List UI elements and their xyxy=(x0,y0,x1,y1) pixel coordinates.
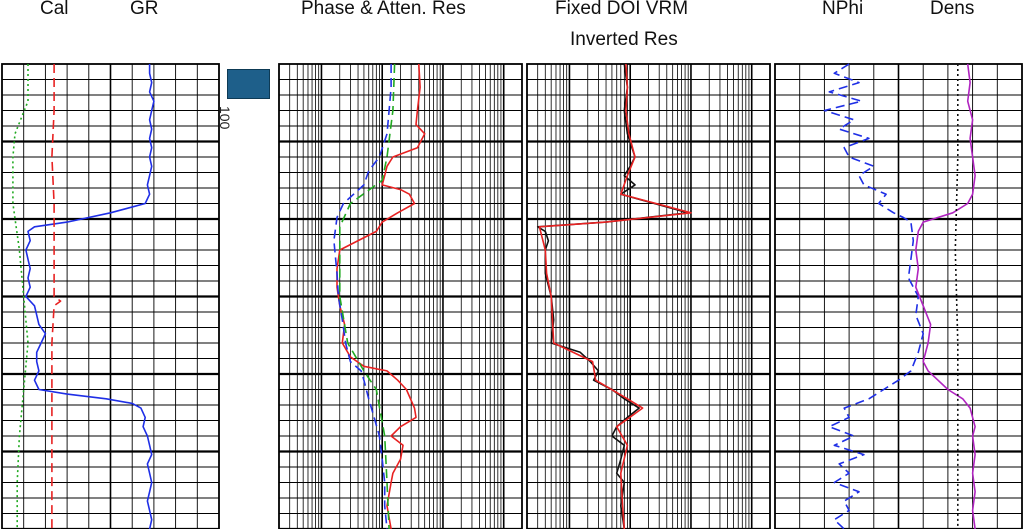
series-line-vrm xyxy=(536,63,690,529)
res-header: Phase & Atten. Res xyxy=(301,0,466,19)
vrm-header-line1: Fixed DOI VRM xyxy=(555,0,689,19)
series-line-cal xyxy=(12,64,29,529)
track-frame-2 xyxy=(526,63,771,529)
series-line-inverted-res xyxy=(538,63,692,529)
track-frame-0 xyxy=(1,63,220,529)
series-line-nphi xyxy=(823,63,925,529)
scale-swatch xyxy=(227,69,270,99)
series-line-atten-res xyxy=(336,63,426,529)
series-line-dens xyxy=(914,63,976,529)
series-line-phase-res xyxy=(333,64,392,529)
vrm-header-line2: Inverted Res xyxy=(570,29,678,50)
series-line-res-green xyxy=(338,63,396,529)
gr-header: GR xyxy=(130,0,159,19)
nphi-header: NPhi xyxy=(822,0,864,19)
track-frame-1 xyxy=(278,63,523,529)
track-frame-3 xyxy=(774,63,1023,529)
cal-header: Cal xyxy=(40,0,69,19)
series-line-gr xyxy=(25,64,155,529)
dens-header: Dens xyxy=(930,0,975,19)
series-line-cal2 xyxy=(51,64,62,529)
